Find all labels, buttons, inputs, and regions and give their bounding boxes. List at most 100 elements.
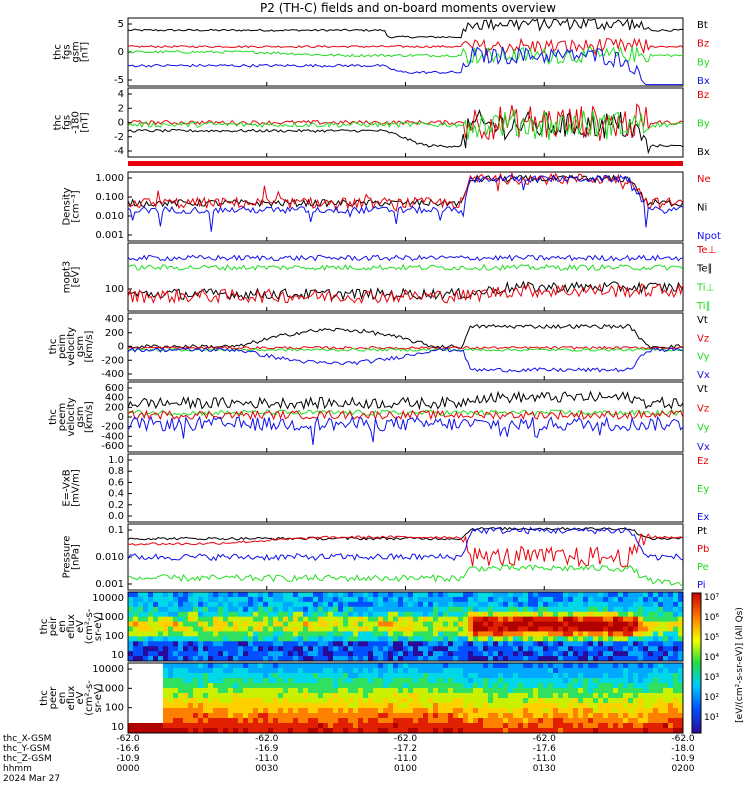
spectrogram-cell <box>328 641 334 647</box>
y-tick-label: 200 <box>105 402 124 413</box>
spectrogram-cell <box>398 678 404 684</box>
spectrogram-cell <box>663 596 669 603</box>
spectrogram-cell <box>233 631 239 637</box>
spectrogram-cell <box>258 683 264 689</box>
spectrogram-cell <box>468 683 474 689</box>
spectrogram-cell <box>473 631 479 637</box>
spectrogram-cell <box>563 611 569 618</box>
spectrogram-cell <box>398 708 404 714</box>
spectrogram-cell <box>663 723 669 729</box>
spectrogram-cell <box>378 636 384 642</box>
spectrogram-cell <box>293 606 299 613</box>
spectrogram-cell <box>373 611 379 618</box>
spectrogram-cell <box>233 636 239 642</box>
spectrogram-cell <box>508 656 514 662</box>
spectrogram-cell <box>603 646 609 652</box>
spectrogram-cell <box>608 718 614 724</box>
y-axis-label: velocity <box>66 397 77 436</box>
spectrogram-cell <box>178 601 184 608</box>
spectrogram-cell <box>173 713 179 719</box>
spectrogram-cell <box>628 596 634 603</box>
spectrogram-cell <box>563 656 569 662</box>
spectrogram-cell <box>423 683 429 689</box>
spectrogram-cell <box>303 703 309 709</box>
spectrogram-cell <box>378 646 384 652</box>
spectrogram-cell <box>448 626 454 632</box>
spectrogram-cell <box>213 616 219 622</box>
spectrogram-cell <box>513 683 519 689</box>
legend-Te⊥: Te⊥ <box>696 245 716 256</box>
spectrogram-cell <box>263 703 269 709</box>
spectrogram-cell <box>448 596 454 603</box>
spectrogram-cell <box>623 611 629 618</box>
spectrogram-cell <box>183 626 189 632</box>
spectrogram-cell <box>248 651 254 657</box>
spectrogram-cell <box>358 611 364 618</box>
spectrogram-cell <box>413 673 419 679</box>
spectrogram-cell <box>508 606 514 613</box>
spectrogram-cell <box>273 683 279 689</box>
spectrogram-cell <box>143 626 149 632</box>
spectrogram-cell <box>443 631 449 637</box>
spectrogram-cell <box>488 703 494 709</box>
spectrogram-cell <box>393 626 399 632</box>
y-tick-label: 0.8 <box>108 466 124 477</box>
spectrogram-cell <box>353 673 359 679</box>
spectrogram-cell <box>578 723 584 729</box>
spectrogram-cell <box>378 641 384 647</box>
spectrogram-cell <box>133 631 139 637</box>
spectrogram-cell <box>658 646 664 652</box>
spectrogram-cell <box>188 596 194 603</box>
spectrogram-cell <box>418 708 424 714</box>
spectrogram-cell <box>453 631 459 637</box>
spectrogram-cell <box>458 611 464 618</box>
spectrogram-cell <box>618 611 624 618</box>
spectrogram-cell <box>523 673 529 679</box>
spectrogram-cell <box>618 616 624 622</box>
spectrogram-cell <box>423 656 429 662</box>
spectrogram-cell <box>533 621 539 627</box>
spectrogram-cell <box>273 723 279 729</box>
spectrogram-cell <box>348 708 354 714</box>
spectrogram-cell <box>583 688 589 694</box>
spectrogram-cell <box>633 606 639 613</box>
spectrogram-cell <box>218 728 224 734</box>
spectrogram-cell <box>158 641 164 647</box>
spectrogram-cell <box>503 688 509 694</box>
spectrogram-cell <box>143 592 149 598</box>
spectrogram-cell <box>243 596 249 603</box>
spectrogram-cell <box>628 636 634 642</box>
spectrogram-cell <box>403 592 409 598</box>
spectrogram-cell <box>393 708 399 714</box>
spectrogram-cell <box>243 626 249 632</box>
spectrogram-cell <box>453 601 459 608</box>
spectrogram-cell <box>468 601 474 608</box>
spectrogram-cell <box>328 673 334 679</box>
spectrogram-cell <box>673 668 679 674</box>
spectrogram-cell <box>653 601 659 608</box>
spectrogram-cell <box>668 636 674 642</box>
spectrogram-cell <box>568 646 574 652</box>
spectrogram-cell <box>283 651 289 657</box>
spectrogram-cell <box>238 616 244 622</box>
spectrogram-cell <box>498 656 504 662</box>
spectrogram-cell <box>448 616 454 622</box>
spectrogram-cell <box>318 592 324 598</box>
spectrogram-cell <box>183 703 189 709</box>
spectrogram-cell <box>173 718 179 724</box>
spectrogram-cell <box>233 698 239 704</box>
spectrogram-cell <box>663 683 669 689</box>
spectrogram-cell <box>453 651 459 657</box>
spectrogram-cell <box>558 693 564 699</box>
spectrogram-cell <box>363 698 369 704</box>
spectrogram-cell <box>478 596 484 603</box>
spectrogram-cell <box>298 592 304 598</box>
spectrogram-cell <box>253 708 259 714</box>
spectrogram-cell <box>418 651 424 657</box>
spectrogram-cell <box>303 708 309 714</box>
spectrogram-cell <box>668 703 674 709</box>
y-axis-label: E=-VxB <box>62 469 73 506</box>
spectrogram-cell <box>668 611 674 618</box>
spectrogram-cell <box>583 626 589 632</box>
spectrogram-cell <box>678 663 684 669</box>
